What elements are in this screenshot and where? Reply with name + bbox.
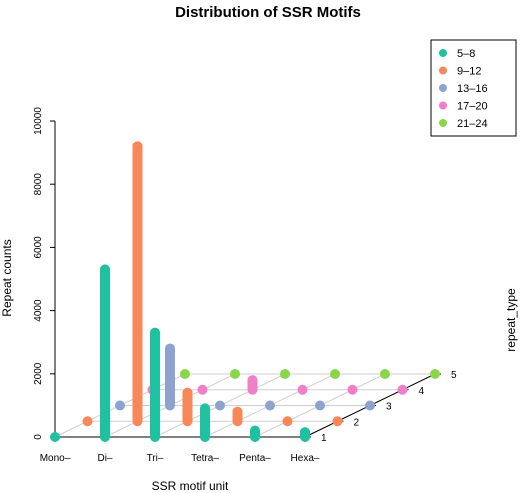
y-tick-label: 4000 [33, 299, 44, 322]
z-tick-label: 1 [321, 433, 327, 444]
data-point [365, 400, 375, 411]
chart-title: Distribution of SSR Motifs [175, 4, 361, 21]
data-point [115, 400, 125, 411]
data-point [197, 384, 208, 395]
data-point [82, 416, 93, 427]
data-point [315, 400, 325, 411]
data-point [230, 369, 240, 379]
data-point [250, 425, 260, 436]
legend-swatch [439, 84, 447, 92]
legend-label: 13–16 [457, 83, 488, 95]
z-axis-label: repeat_type [504, 288, 518, 352]
data-point [247, 375, 258, 386]
legend-label: 5–8 [457, 48, 475, 60]
data-point [232, 406, 243, 417]
grid [54, 373, 436, 438]
data-point [280, 369, 290, 379]
data-point [132, 141, 143, 152]
x-tick-label: Di– [97, 453, 112, 464]
data-point [215, 400, 225, 411]
data-point [347, 384, 358, 395]
data-point [200, 403, 210, 414]
data-point [397, 384, 408, 395]
x-tick-label: Penta– [239, 453, 271, 464]
data-point [430, 369, 440, 379]
data-point [265, 400, 275, 411]
legend-swatch [439, 49, 447, 57]
data-point [50, 432, 60, 442]
legend-swatch [439, 119, 447, 127]
data-marks [50, 141, 440, 442]
y-tick-label: 8000 [33, 173, 44, 196]
y-tick-label: 6000 [33, 236, 44, 259]
x-tick-label: Mono– [40, 453, 71, 464]
y-tick-label: 0 [33, 434, 44, 440]
data-point [180, 369, 190, 379]
data-point [150, 327, 160, 338]
data-point [300, 427, 310, 438]
legend-label: 17–20 [457, 101, 488, 113]
x-axis-label: SSR motif unit [152, 479, 229, 493]
series-5–8 [50, 264, 310, 442]
y-tick-label: 2000 [33, 362, 44, 385]
z-tick-label: 4 [419, 386, 425, 397]
y-axis-label: Repeat counts [0, 239, 14, 316]
z-tick-label: 3 [386, 402, 392, 413]
z-tick-label: 2 [354, 417, 360, 428]
z-tick-label: 5 [451, 370, 457, 381]
x-tick-label: Hexa– [291, 453, 320, 464]
data-point [165, 343, 175, 354]
data-point [380, 369, 390, 379]
data-point [182, 387, 193, 398]
series-21–24 [180, 369, 440, 379]
data-point [332, 416, 343, 427]
data-point [330, 369, 340, 379]
x-tick-label: Tri– [147, 453, 164, 464]
legend: 5–8 9–12 13–16 17–20 21–24 [430, 39, 517, 137]
data-point [100, 264, 110, 275]
data-point [282, 416, 293, 427]
tick-labels: 0 2000 4000 6000 8000 10000 Mono– Di– Tri– Tetra–… [33, 107, 457, 464]
series-9–12 [82, 141, 343, 427]
legend-swatch [439, 66, 447, 75]
data-point [297, 384, 308, 395]
y-tick-label: 10000 [33, 107, 44, 135]
series-13–16 [115, 343, 375, 411]
legend-label: 9–12 [457, 66, 481, 78]
legend-swatch [439, 101, 447, 110]
legend-label: 21–24 [457, 118, 488, 130]
x-tick-label: Tetra– [191, 453, 219, 464]
